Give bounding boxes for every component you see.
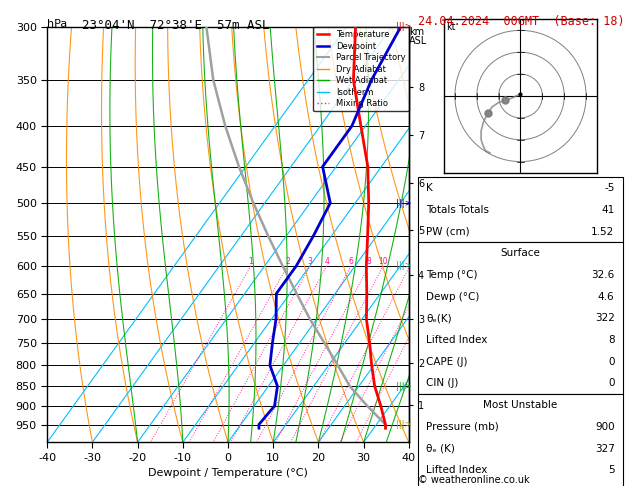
Text: hPa: hPa bbox=[47, 19, 67, 30]
Text: |||>: |||> bbox=[396, 382, 412, 391]
Text: 8: 8 bbox=[608, 335, 615, 345]
Bar bbox=[418, 243, 623, 394]
Text: 23°04'N  72°38'E  57m ASL: 23°04'N 72°38'E 57m ASL bbox=[82, 19, 269, 33]
Text: CIN (J): CIN (J) bbox=[426, 379, 459, 388]
Text: Most Unstable: Most Unstable bbox=[483, 400, 558, 410]
Text: |||>: |||> bbox=[396, 22, 412, 31]
Text: |||>: |||> bbox=[396, 199, 412, 208]
Text: |||>: |||> bbox=[396, 420, 412, 429]
X-axis label: Dewpoint / Temperature (°C): Dewpoint / Temperature (°C) bbox=[148, 468, 308, 478]
Text: θₑ (K): θₑ (K) bbox=[426, 444, 455, 453]
Text: 1: 1 bbox=[248, 257, 253, 266]
Text: 10: 10 bbox=[379, 257, 388, 266]
Text: 4: 4 bbox=[325, 257, 329, 266]
Text: Lifted Index: Lifted Index bbox=[426, 465, 488, 475]
Text: PW (cm): PW (cm) bbox=[426, 226, 470, 237]
Text: -5: -5 bbox=[604, 183, 615, 193]
Text: kt: kt bbox=[446, 21, 455, 32]
Text: |||>: |||> bbox=[396, 261, 412, 270]
Text: 327: 327 bbox=[594, 444, 615, 453]
Text: 322: 322 bbox=[594, 313, 615, 323]
Text: 0: 0 bbox=[608, 379, 615, 388]
Bar bbox=[418, 177, 623, 243]
Text: Mixing Ratio (g/kg): Mixing Ratio (g/kg) bbox=[448, 233, 457, 319]
Text: 0: 0 bbox=[608, 357, 615, 367]
Text: 32.6: 32.6 bbox=[591, 270, 615, 280]
Text: K: K bbox=[426, 183, 433, 193]
Text: 8: 8 bbox=[367, 257, 371, 266]
Text: 900: 900 bbox=[595, 422, 615, 432]
Text: © weatheronline.co.uk: © weatheronline.co.uk bbox=[418, 474, 530, 485]
Text: Dewp (°C): Dewp (°C) bbox=[426, 292, 480, 302]
Text: 41: 41 bbox=[601, 205, 615, 215]
Text: 1.52: 1.52 bbox=[591, 226, 615, 237]
Text: Lifted Index: Lifted Index bbox=[426, 335, 488, 345]
Text: Pressure (mb): Pressure (mb) bbox=[426, 422, 499, 432]
Text: 4.6: 4.6 bbox=[598, 292, 615, 302]
Text: θₑ(K): θₑ(K) bbox=[426, 313, 452, 323]
Text: km: km bbox=[409, 27, 424, 37]
Text: Surface: Surface bbox=[501, 248, 540, 259]
Text: CAPE (J): CAPE (J) bbox=[426, 357, 468, 367]
Text: 3: 3 bbox=[308, 257, 313, 266]
Text: 24.04.2024  00GMT  (Base: 18): 24.04.2024 00GMT (Base: 18) bbox=[418, 15, 625, 28]
Bar bbox=[418, 394, 623, 486]
Text: Totals Totals: Totals Totals bbox=[426, 205, 489, 215]
Text: Temp (°C): Temp (°C) bbox=[426, 270, 478, 280]
Text: ASL: ASL bbox=[409, 36, 427, 47]
Legend: Temperature, Dewpoint, Parcel Trajectory, Dry Adiabat, Wet Adiabat, Isotherm, Mi: Temperature, Dewpoint, Parcel Trajectory… bbox=[313, 27, 409, 111]
Text: 5: 5 bbox=[608, 465, 615, 475]
Text: 2: 2 bbox=[285, 257, 290, 266]
Text: 6: 6 bbox=[348, 257, 353, 266]
